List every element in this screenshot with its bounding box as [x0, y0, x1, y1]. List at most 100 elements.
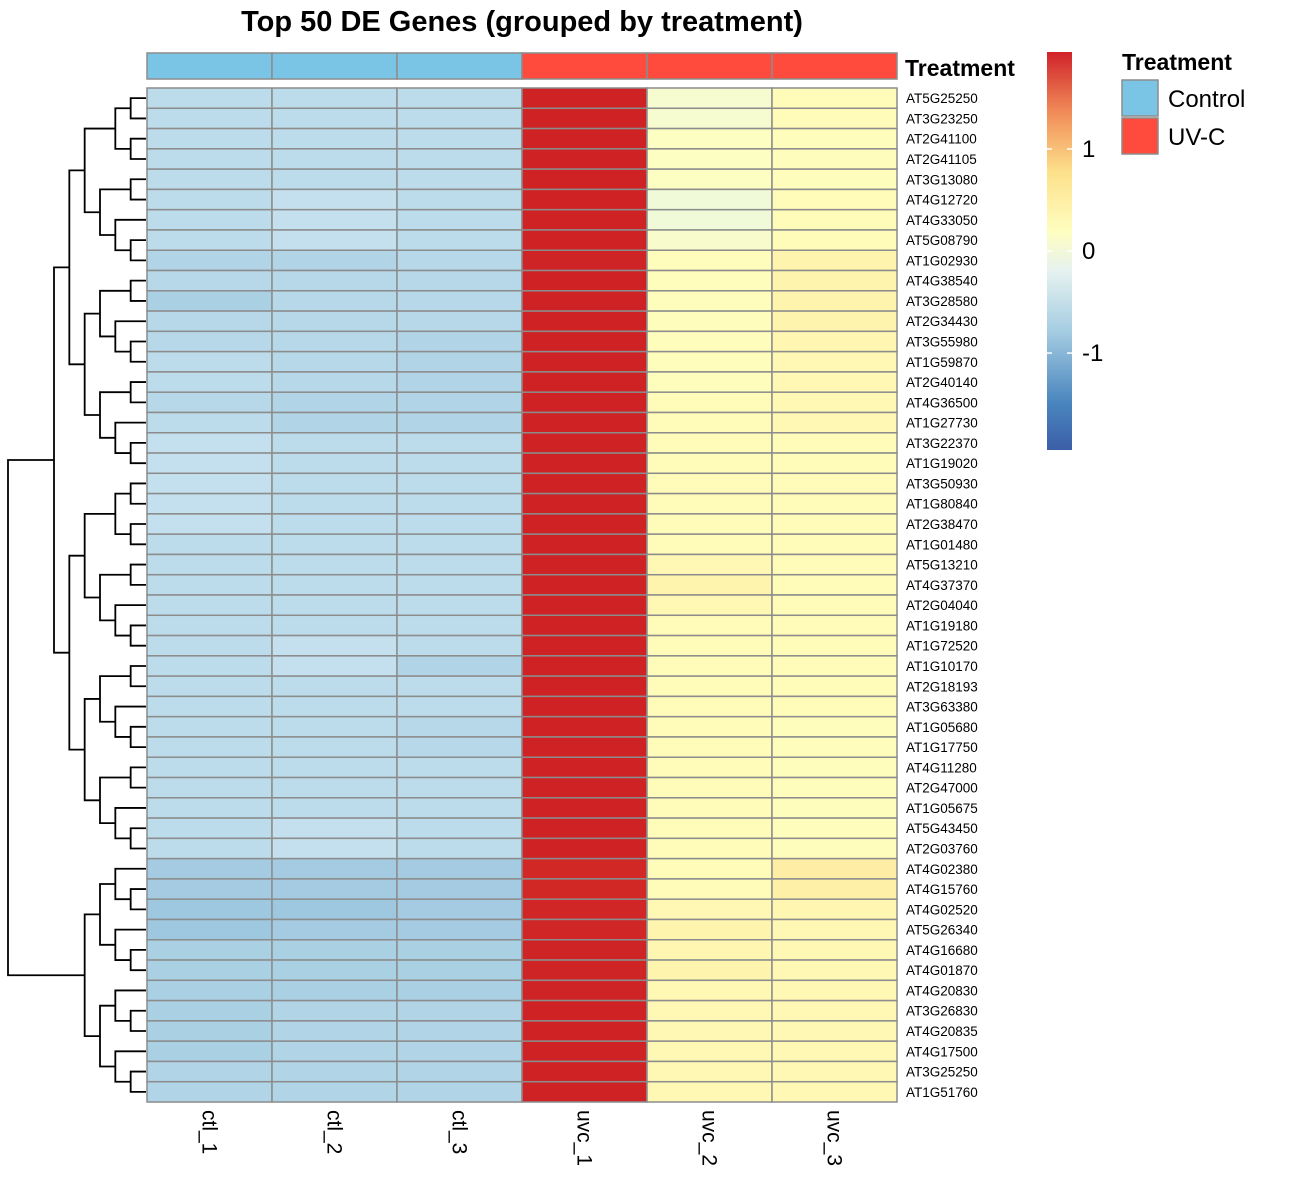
heatmap-cell — [521, 1060, 648, 1083]
heatmap-cell — [646, 1060, 773, 1083]
heatmap-cell — [271, 1040, 398, 1063]
heatmap-cell — [146, 533, 273, 556]
heatmap-cell — [771, 330, 898, 353]
heatmap-cell — [771, 452, 898, 475]
heatmap-cell — [771, 756, 898, 779]
heatmap-cell — [771, 776, 898, 799]
annotation-bar-label: Treatment — [905, 55, 1015, 81]
heatmap-cell — [646, 736, 773, 758]
heatmap-cell — [271, 756, 398, 779]
heatmap-cell — [521, 87, 648, 110]
heatmap-cell — [771, 614, 898, 637]
heatmap-cell — [646, 553, 773, 576]
heatmap-cell — [146, 1080, 273, 1103]
heatmap-cell — [646, 715, 773, 738]
gene-label: AT3G13080 — [906, 172, 978, 187]
heatmap-cell — [771, 553, 898, 576]
heatmap-cell — [521, 817, 648, 840]
heatmap-cell — [396, 695, 523, 718]
heatmap-cell — [771, 898, 898, 921]
gene-label: AT2G03760 — [906, 842, 978, 857]
heatmap-cell — [521, 553, 648, 576]
gene-label: AT2G41105 — [906, 152, 977, 167]
gene-label: AT1G05675 — [906, 801, 978, 816]
gene-label: AT1G72520 — [906, 639, 978, 654]
heatmap-cell — [396, 432, 523, 454]
heatmap-cell — [771, 269, 898, 292]
dendrogram-branch — [114, 705, 146, 738]
heatmap-cell — [146, 898, 273, 921]
heatmap-cell — [521, 695, 648, 718]
heatmap-cell — [646, 371, 773, 393]
dendrogram-branch — [83, 913, 100, 1037]
heatmap-cell — [771, 87, 898, 110]
heatmap-cell — [521, 736, 648, 758]
heatmap-cell — [271, 959, 398, 982]
heatmap-cell — [646, 695, 773, 718]
dendrogram-branch — [68, 169, 85, 366]
heatmap-cell — [396, 979, 523, 1002]
dendrogram-branch — [129, 178, 146, 201]
gene-label: AT4G20830 — [906, 983, 978, 998]
heatmap-cell — [146, 573, 273, 596]
gene-label: AT1G59870 — [906, 355, 978, 370]
heatmap-cell — [146, 959, 273, 982]
heatmap-cell — [396, 736, 523, 758]
heatmap-cell — [521, 513, 648, 535]
heatmap-cell — [271, 492, 398, 515]
heatmap-cell — [646, 269, 773, 292]
heatmap-cell — [771, 675, 898, 698]
heatmap-cell — [396, 1040, 523, 1063]
heatmap-cell — [396, 614, 523, 637]
heatmap-cell — [396, 553, 523, 576]
gene-label: AT1G01480 — [906, 537, 978, 552]
heatmap-cell — [396, 655, 523, 677]
heatmap-cell — [396, 634, 523, 657]
heatmap-cell — [146, 837, 273, 860]
heatmap-cell — [521, 715, 648, 738]
sample-label: uvc_3 — [823, 1110, 846, 1166]
heatmap-cell — [771, 208, 898, 231]
heatmap-cell — [521, 310, 648, 333]
heatmap-cell — [771, 1020, 898, 1042]
heatmap-cell — [396, 594, 523, 617]
heatmap-cell — [396, 472, 523, 495]
heatmap-cell — [396, 1020, 523, 1042]
heatmap-cell — [646, 290, 773, 312]
heatmap-cell — [396, 127, 523, 150]
heatmap-cell — [521, 1040, 648, 1063]
heatmap-cell — [271, 432, 398, 454]
dendrogram-branch — [129, 766, 146, 789]
heatmap-cell — [146, 472, 273, 495]
heatmap-cell — [271, 330, 398, 353]
heatmap-cell — [771, 533, 898, 556]
heatmap-cell — [521, 472, 648, 495]
heatmap-cell — [646, 432, 773, 454]
heatmap-cell — [396, 939, 523, 961]
gene-label: AT2G47000 — [906, 781, 978, 796]
heatmap-cell — [771, 371, 898, 393]
heatmap-cell — [146, 675, 273, 698]
dendrogram-branch — [99, 289, 131, 338]
heatmap-cell — [271, 290, 398, 312]
heatmap-cell — [771, 594, 898, 617]
heatmap-cell — [646, 330, 773, 353]
heatmap-cell — [396, 776, 523, 799]
heatmap-cell — [396, 756, 523, 779]
heatmap-cell — [771, 513, 898, 535]
heatmap-cell — [396, 857, 523, 880]
gene-label: AT1G80840 — [906, 497, 978, 512]
gene-label: AT3G23250 — [906, 111, 978, 126]
dendrogram-branch — [129, 279, 146, 302]
heatmap-cell — [646, 979, 773, 1002]
dendrogram-branch — [83, 312, 100, 416]
dendrogram-branch — [53, 266, 70, 654]
gene-label: AT4G20835 — [906, 1024, 978, 1039]
heatmap-cell — [146, 736, 273, 758]
gene-label: AT2G04040 — [906, 598, 978, 613]
heatmap-cell — [271, 249, 398, 272]
dendrogram-branch — [129, 624, 146, 647]
colorbar-tick-label: -1 — [1082, 340, 1103, 367]
gene-label: AT4G15760 — [906, 882, 978, 897]
heatmap-cell — [771, 837, 898, 860]
